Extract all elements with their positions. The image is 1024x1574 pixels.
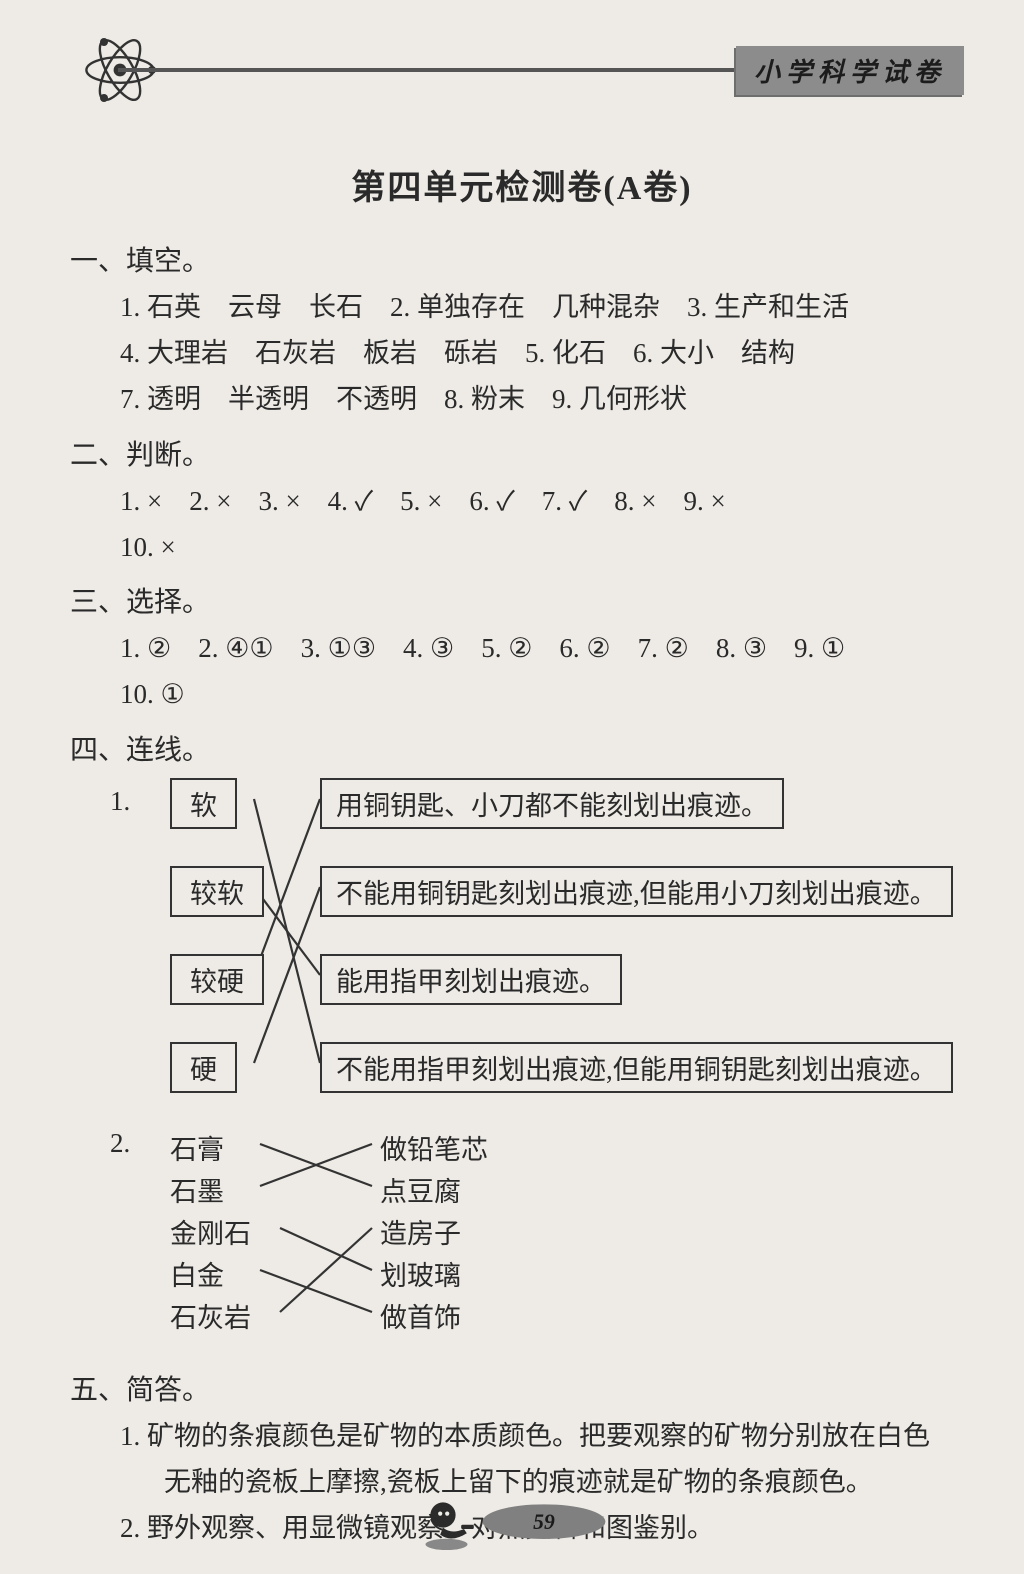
section-1-head: 一、填空。 (70, 239, 964, 279)
page-number: 59 (533, 1510, 555, 1534)
page-number-badge: 59 (479, 1500, 609, 1548)
sec3-line: 1. ② 2. ④① 3. ①③ 4. ③ 5. ② 6. ② 7. ② 8. … (120, 626, 964, 672)
q1-left-box: 硬 (170, 1042, 237, 1093)
section-5-head: 五、简答。 (70, 1368, 964, 1408)
page: 小学科学试卷 第四单元检测卷(A卷) 一、填空。 1. 石英 云母 长石 2. … (0, 0, 1024, 1574)
q2-right: 划玻璃 (380, 1254, 461, 1293)
q1-left-box: 软 (170, 778, 237, 829)
header-tag: 小学科学试卷 (736, 46, 964, 95)
sec5-a1-l1: 1. 矿物的条痕颜色是矿物的本质颜色。把要观察的矿物分别放在白色 (120, 1414, 964, 1460)
sec1-line: 4. 大理岩 石灰岩 板岩 砾岩 5. 化石 6. 大小 结构 (120, 331, 964, 377)
q2-left: 石墨 (170, 1170, 224, 1209)
q2-left: 石膏 (170, 1128, 224, 1167)
q2-right: 做铅笔芯 (380, 1128, 488, 1167)
q2-right: 做首饰 (380, 1296, 461, 1335)
q1-right-box: 用铜钥匙、小刀都不能刻划出痕迹。 (320, 778, 784, 829)
q2-right: 点豆腐 (380, 1170, 461, 1209)
q1-right-box: 不能用铜钥匙刻划出痕迹,但能用小刀刻划出痕迹。 (320, 866, 953, 917)
sec2-line: 1. × 2. × 3. × 4. ✓ 5. × 6. ✓ 7. ✓ 8. × … (120, 479, 964, 525)
q1-left-box: 较硬 (170, 954, 264, 1005)
sec1-line: 7. 透明 半透明 不透明 8. 粉末 9. 几何形状 (120, 377, 964, 423)
q1-left-box: 较软 (170, 866, 264, 917)
q1-right-box: 不能用指甲刻划出痕迹,但能用铜钥匙刻划出痕迹。 (320, 1042, 953, 1093)
q2-left: 金刚石 (170, 1212, 251, 1251)
q2-right: 造房子 (380, 1212, 461, 1251)
q2-left: 石灰岩 (170, 1296, 251, 1335)
section-4-head: 四、连线。 (70, 728, 964, 768)
sec1-line: 1. 石英 云母 长石 2. 单独存在 几种混杂 3. 生产和生活 (120, 285, 964, 331)
sec3-line: 10. ① (120, 672, 964, 718)
matching-q2: 2. 石膏 石墨 金刚石 白金 石灰岩 做铅笔芯 点豆腐 造房子 划玻璃 做首饰 (120, 1128, 964, 1358)
section-2-head: 二、判断。 (70, 433, 964, 473)
q2-left: 白金 (170, 1254, 224, 1293)
mascot-icon (415, 1494, 485, 1554)
section-3-head: 三、选择。 (70, 580, 964, 620)
page-footer: 59 (0, 1494, 1024, 1554)
matching-q1: 1. 软 较软 较硬 硬 用铜钥匙、小刀都不能刻划出痕迹。 不能用铜钥匙刻划出痕… (120, 778, 964, 1128)
worksheet-title: 第四单元检测卷(A卷) (80, 160, 964, 209)
page-header: 小学科学试卷 (80, 30, 964, 100)
sec2-line: 10. × (120, 525, 964, 571)
q1-right-box: 能用指甲刻划出痕迹。 (320, 954, 622, 1005)
